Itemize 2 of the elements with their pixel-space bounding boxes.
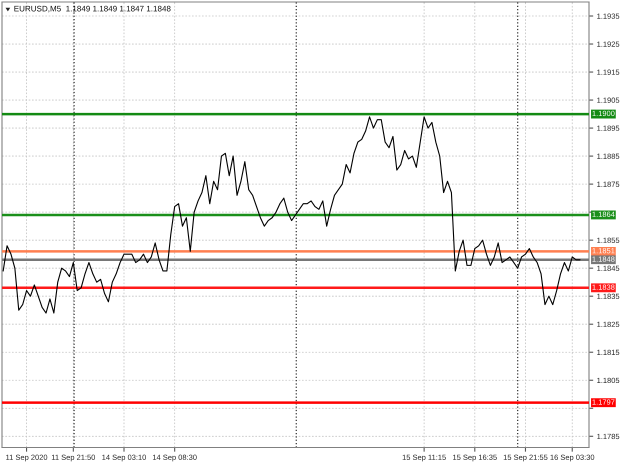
chart-title: EURUSD,M5 1.1849 1.1849 1.1847 1.1848	[14, 6, 171, 12]
line-series	[2, 116, 581, 314]
